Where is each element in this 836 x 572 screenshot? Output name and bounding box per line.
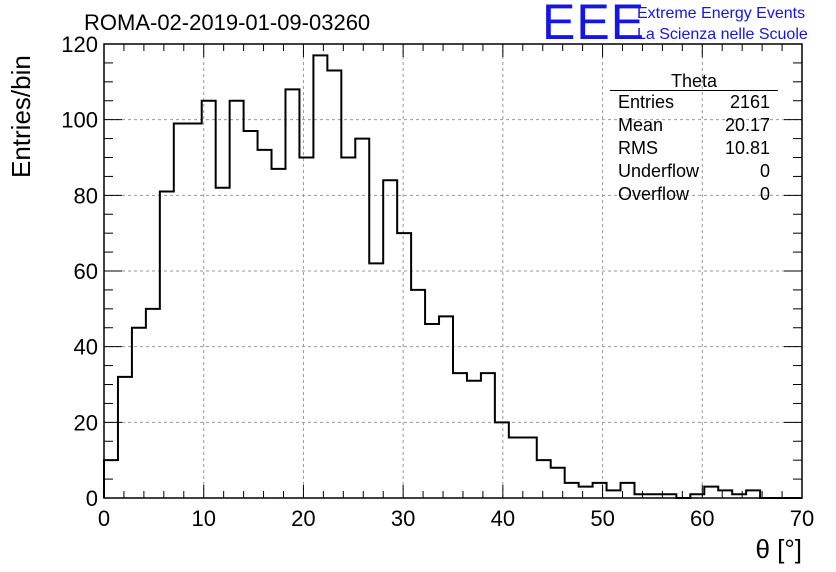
y-tick-label: 20 (74, 410, 98, 435)
stats-value: 10.81 (724, 138, 770, 158)
histogram-step-line (103, 54, 802, 499)
axis-ticks (103, 43, 803, 499)
x-tick-label: 70 (790, 506, 814, 531)
y-tick-label: 40 (74, 335, 98, 360)
stats-row-overflow: Overflow 0 (610, 183, 778, 206)
x-tick-label: 0 (98, 506, 110, 531)
x-tick-label: 50 (590, 506, 614, 531)
stats-title: Theta (610, 72, 778, 91)
y-tick-label: 80 (74, 183, 98, 208)
stats-label: Mean (618, 115, 664, 135)
stats-box: Theta Entries 2161 Mean 20.17 RMS 10.81 … (610, 72, 778, 206)
y-axis-label: Entries/bin (6, 55, 36, 178)
y-tick-label: 0 (86, 486, 98, 511)
x-tick-label: 30 (391, 506, 415, 531)
x-tick-label: 10 (191, 506, 215, 531)
x-tick-label: 20 (291, 506, 315, 531)
stats-row-underflow: Underflow 0 (610, 160, 778, 183)
stats-row-entries: Entries 2161 (610, 91, 778, 114)
tick-labels: 0 10 20 30 40 50 60 70 0 20 40 60 80 100 120 (61, 32, 814, 531)
x-axis-label: θ [°] (755, 534, 802, 564)
stats-label: Underflow (618, 161, 700, 181)
stats-value: 0 (759, 184, 770, 204)
stats-label: RMS (618, 138, 658, 158)
y-tick-label: 100 (61, 108, 98, 133)
stats-value: 0 (759, 161, 770, 181)
logo-caption-line2: La Scienza nelle Scuole (637, 26, 808, 43)
stats-label: Overflow (618, 184, 690, 204)
logo-caption-line1: Extreme Energy Events (637, 5, 806, 22)
stats-row-mean: Mean 20.17 (610, 114, 778, 137)
x-tick-label: 60 (690, 506, 714, 531)
run-title: ROMA-02-2019-01-09-03260 (84, 10, 371, 35)
plot-frame (103, 43, 803, 499)
stats-value: 2161 (729, 92, 770, 112)
logo-caption: Extreme Energy Events La Scienza nelle S… (637, 3, 808, 45)
y-tick-label: 60 (74, 259, 98, 284)
stats-row-rms: RMS 10.81 (610, 137, 778, 160)
stats-value: 20.17 (724, 115, 770, 135)
eee-logo: EEE (542, 0, 646, 50)
x-tick-label: 40 (491, 506, 515, 531)
stats-label: Entries (618, 92, 675, 112)
y-tick-label: 120 (61, 32, 98, 57)
